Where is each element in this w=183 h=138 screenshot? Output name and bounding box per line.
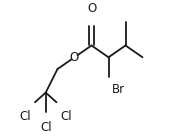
Text: Cl: Cl (60, 110, 72, 123)
Text: Br: Br (112, 83, 125, 96)
Text: O: O (87, 2, 96, 15)
Text: Cl: Cl (40, 121, 52, 134)
Text: O: O (70, 51, 79, 64)
Text: Cl: Cl (20, 110, 31, 123)
